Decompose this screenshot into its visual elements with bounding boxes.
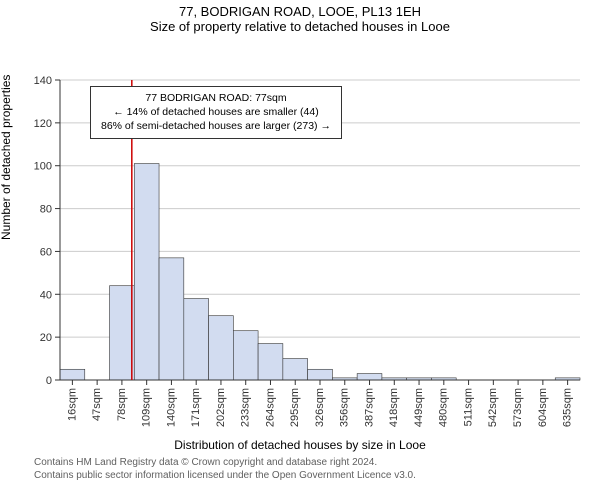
svg-text:20: 20 — [40, 332, 52, 344]
footer-line-1: Contains HM Land Registry data © Crown c… — [34, 456, 600, 469]
annotation-line-1: 77 BODRIGAN ROAD: 77sqm — [101, 91, 331, 105]
svg-text:40: 40 — [40, 289, 52, 301]
svg-text:0: 0 — [46, 375, 52, 387]
svg-text:80: 80 — [40, 204, 52, 216]
svg-text:573sqm: 573sqm — [512, 388, 524, 427]
svg-text:109sqm: 109sqm — [141, 388, 153, 427]
annotation-line-3: 86% of semi-detached houses are larger (… — [101, 119, 331, 133]
svg-text:604sqm: 604sqm — [537, 388, 549, 427]
svg-text:120: 120 — [34, 118, 52, 130]
x-axis-label: Distribution of detached houses by size … — [0, 438, 600, 452]
chart-title-sub: Size of property relative to detached ho… — [0, 19, 600, 34]
svg-text:387sqm: 387sqm — [363, 388, 375, 427]
svg-text:480sqm: 480sqm — [438, 388, 450, 427]
svg-text:140: 140 — [34, 75, 52, 87]
svg-text:264sqm: 264sqm — [264, 388, 276, 427]
svg-text:233sqm: 233sqm — [240, 388, 252, 427]
annotation-box: 77 BODRIGAN ROAD: 77sqm ← 14% of detache… — [90, 86, 342, 139]
svg-text:100: 100 — [34, 161, 52, 173]
svg-text:47sqm: 47sqm — [91, 388, 103, 421]
annotation-line-2: ← 14% of detached houses are smaller (44… — [101, 105, 331, 119]
svg-text:140sqm: 140sqm — [165, 388, 177, 427]
svg-text:542sqm: 542sqm — [487, 388, 499, 427]
svg-text:511sqm: 511sqm — [462, 388, 474, 426]
chart-title-main: 77, BODRIGAN ROAD, LOOE, PL13 1EH — [0, 4, 600, 19]
svg-text:418sqm: 418sqm — [388, 388, 400, 427]
svg-text:60: 60 — [40, 246, 52, 258]
chart-area: Number of detached properties 0 20 40 60 80 1… — [0, 40, 600, 440]
svg-text:326sqm: 326sqm — [314, 388, 326, 427]
svg-text:635sqm: 635sqm — [562, 388, 574, 427]
svg-text:78sqm: 78sqm — [116, 388, 128, 421]
svg-text:449sqm: 449sqm — [413, 388, 425, 427]
svg-text:202sqm: 202sqm — [215, 388, 227, 427]
svg-text:16sqm: 16sqm — [66, 388, 78, 421]
footer: Contains HM Land Registry data © Crown c… — [0, 452, 600, 482]
svg-text:295sqm: 295sqm — [289, 388, 301, 427]
svg-text:171sqm: 171sqm — [190, 388, 202, 427]
y-axis-label: Number of detached properties — [0, 75, 13, 240]
footer-line-2: Contains public sector information licen… — [34, 469, 600, 482]
svg-text:356sqm: 356sqm — [339, 388, 351, 427]
